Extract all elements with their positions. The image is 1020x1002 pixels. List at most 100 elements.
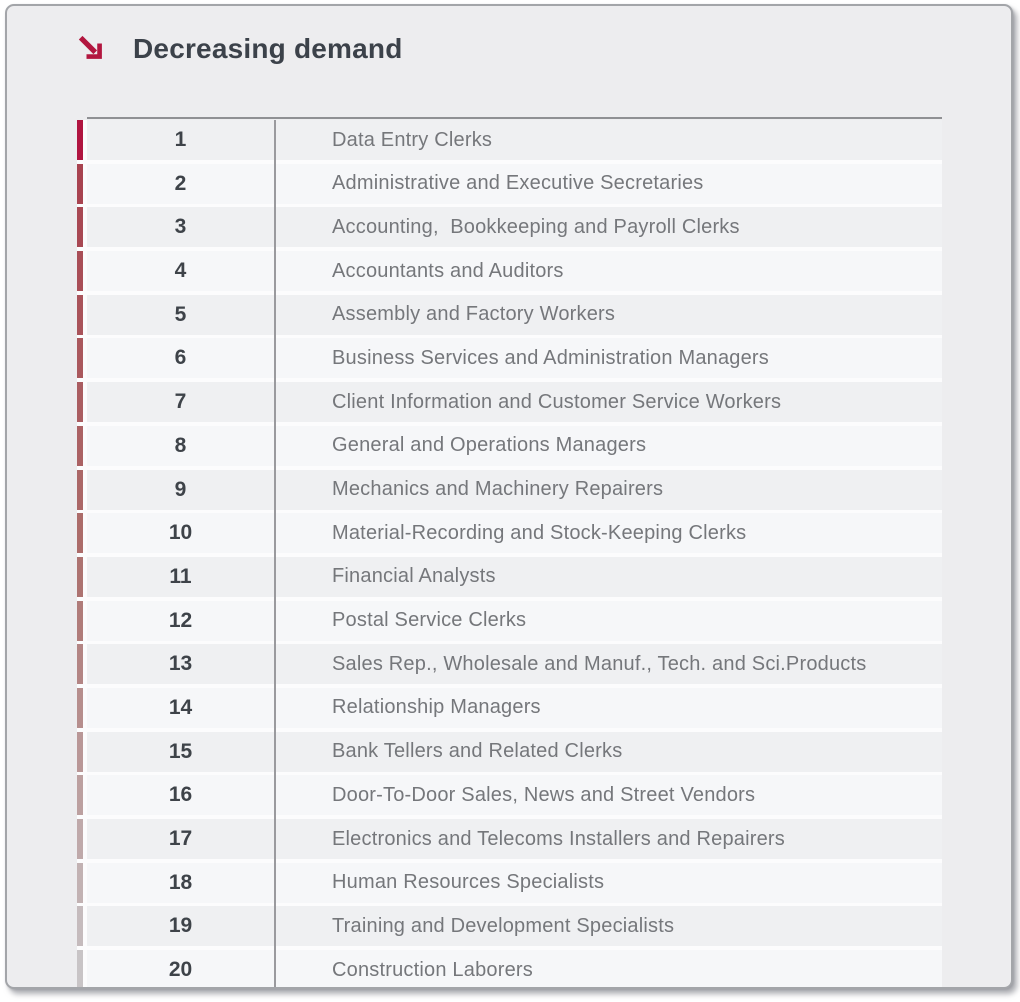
occupation-cell: General and Operations Managers bbox=[332, 434, 647, 457]
rank-gradient-bar bbox=[77, 819, 83, 859]
rank-cell: 17 bbox=[168, 827, 193, 850]
row-body: 17 Electronics and Telecoms Installers a… bbox=[87, 819, 942, 859]
table-row: 15 Bank Tellers and Related Clerks bbox=[77, 731, 942, 772]
rank-cell: 14 bbox=[168, 695, 193, 719]
row-body: 18 Human Resources Specialists bbox=[87, 862, 942, 903]
row-body: 10 Material-Recording and Stock-Keeping … bbox=[87, 513, 942, 554]
row-body: 9 Mechanics and Machinery Repairers bbox=[87, 469, 942, 510]
rank-gradient-bar bbox=[77, 425, 83, 466]
table-row: 8 General and Operations Managers bbox=[77, 425, 942, 466]
table-row: 13 Sales Rep., Wholesale and Manuf., Tec… bbox=[77, 644, 942, 685]
row-body: 3 Accounting, Bookkeeping and Payroll Cl… bbox=[87, 207, 942, 248]
row-body: 7 Client Information and Customer Servic… bbox=[87, 382, 942, 423]
row-body: 14 Relationship Managers bbox=[87, 687, 942, 728]
rank-gradient-bar bbox=[77, 906, 83, 947]
occupation-cell: Electronics and Telecoms Installers and … bbox=[332, 827, 785, 850]
table-row: 5 Assembly and Factory Workers bbox=[77, 294, 942, 335]
table-row: 7 Client Information and Customer Servic… bbox=[77, 382, 942, 423]
rank-gradient-bar bbox=[77, 382, 83, 423]
table-row: 16 Door-To-Door Sales, News and Street V… bbox=[77, 775, 942, 816]
figure-title: Decreasing demand bbox=[133, 33, 403, 64]
table-row: 20 Construction Laborers bbox=[77, 950, 942, 987]
rank-cell: 12 bbox=[168, 608, 193, 632]
occupation-cell: Data Entry Clerks bbox=[332, 128, 493, 151]
rank-gradient-bar bbox=[77, 775, 83, 816]
occupation-cell: Mechanics and Machinery Repairers bbox=[332, 478, 664, 500]
rank-cell: 1 bbox=[174, 128, 187, 151]
rank-cell: 8 bbox=[174, 433, 187, 457]
rank-gradient-bar bbox=[77, 163, 83, 204]
rank-gradient-bar bbox=[77, 687, 83, 728]
table-row: 10 Material-Recording and Stock-Keeping … bbox=[77, 513, 942, 554]
rank-cell: 13 bbox=[168, 652, 193, 676]
figure-header: Decreasing demand bbox=[7, 6, 1011, 96]
occupation-cell: Bank Tellers and Related Clerks bbox=[332, 740, 623, 763]
occupation-cell: Sales Rep., Wholesale and Manuf., Tech. … bbox=[332, 652, 867, 675]
table-row: 14 Relationship Managers bbox=[77, 687, 942, 728]
table-top-rule bbox=[87, 117, 942, 119]
rank-gradient-bar bbox=[77, 294, 83, 335]
row-body: 5 Assembly and Factory Workers bbox=[87, 294, 942, 335]
rank-gradient-bar bbox=[77, 731, 83, 772]
row-body: 13 Sales Rep., Wholesale and Manuf., Tec… bbox=[87, 644, 942, 685]
row-body: 2 Administrative and Executive Secretari… bbox=[87, 163, 942, 204]
rank-gradient-bar bbox=[77, 120, 83, 160]
table-row: 12 Postal Service Clerks bbox=[77, 600, 942, 641]
table-row: 4 Accountants and Auditors bbox=[77, 251, 942, 292]
row-body: 12 Postal Service Clerks bbox=[87, 600, 942, 641]
rank-cell: 2 bbox=[174, 171, 187, 195]
rank-cell: 3 bbox=[174, 215, 187, 239]
occupation-cell: Relationship Managers bbox=[332, 696, 541, 719]
rank-gradient-bar bbox=[77, 950, 83, 987]
occupation-cell: Accounting, Bookkeeping and Payroll Cler… bbox=[332, 215, 740, 238]
rank-gradient-bar bbox=[77, 469, 83, 510]
column-divider-rule bbox=[274, 120, 276, 987]
occupation-cell: Door-To-Door Sales, News and Street Vend… bbox=[332, 783, 756, 806]
rank-cell: 6 bbox=[174, 346, 187, 370]
rank-cell: 5 bbox=[174, 302, 187, 326]
occupation-cell: Financial Analysts bbox=[332, 565, 496, 588]
rank-cell: 11 bbox=[169, 564, 192, 588]
occupation-cell: Construction Laborers bbox=[332, 958, 533, 981]
rank-cell: 4 bbox=[174, 259, 187, 283]
row-body: 1 Data Entry Clerks bbox=[87, 120, 942, 160]
row-body: 8 General and Operations Managers bbox=[87, 425, 942, 466]
occupation-cell: Postal Service Clerks bbox=[332, 609, 527, 632]
rank-gradient-bar bbox=[77, 338, 83, 379]
rank-cell: 20 bbox=[168, 958, 193, 982]
rank-gradient-bar bbox=[77, 600, 83, 641]
rank-cell: 18 bbox=[168, 870, 193, 894]
rank-cell: 9 bbox=[174, 477, 187, 501]
rank-cell: 15 bbox=[168, 739, 193, 763]
row-body: 4 Accountants and Auditors bbox=[87, 251, 942, 292]
rank-cell: 19 bbox=[168, 914, 193, 938]
occupation-cell: Accountants and Auditors bbox=[332, 259, 564, 282]
ranking-table: 1 Data Entry Clerks 2 Administrative and… bbox=[77, 117, 942, 987]
rank-gradient-bar bbox=[77, 513, 83, 554]
rank-gradient-bar bbox=[77, 644, 83, 685]
occupation-cell: Client Information and Customer Service … bbox=[332, 390, 782, 413]
table-row: 6 Business Services and Administration M… bbox=[77, 338, 942, 379]
table-row: 1 Data Entry Clerks bbox=[77, 120, 942, 160]
table-row: 18 Human Resources Specialists bbox=[77, 862, 942, 903]
table-row: 2 Administrative and Executive Secretari… bbox=[77, 163, 942, 204]
occupation-cell: Training and Development Specialists bbox=[332, 914, 675, 937]
row-body: 20 Construction Laborers bbox=[87, 950, 942, 987]
table-row: 17 Electronics and Telecoms Installers a… bbox=[77, 819, 942, 859]
report-figure-card: Decreasing demand 1 Data Entry Clerks 2 … bbox=[5, 4, 1013, 989]
table-row: 9 Mechanics and Machinery Repairers bbox=[77, 469, 942, 510]
table-row: 19 Training and Development Specialists bbox=[77, 906, 942, 947]
rank-cell: 16 bbox=[168, 783, 193, 807]
rank-cell: 10 bbox=[168, 521, 193, 545]
row-body: 19 Training and Development Specialists bbox=[87, 906, 942, 947]
table-rows: 1 Data Entry Clerks 2 Administrative and… bbox=[77, 120, 942, 987]
occupation-cell: Assembly and Factory Workers bbox=[332, 303, 616, 326]
occupation-cell: Business Services and Administration Man… bbox=[332, 346, 769, 369]
occupation-cell: Human Resources Specialists bbox=[332, 871, 605, 894]
row-body: 16 Door-To-Door Sales, News and Street V… bbox=[87, 775, 942, 816]
row-body: 6 Business Services and Administration M… bbox=[87, 338, 942, 379]
table-row: 11 Financial Analysts bbox=[77, 556, 942, 597]
rank-gradient-bar bbox=[77, 556, 83, 597]
occupation-cell: Administrative and Executive Secretaries bbox=[332, 172, 704, 195]
occupation-cell: Material-Recording and Stock-Keeping Cle… bbox=[332, 521, 747, 544]
